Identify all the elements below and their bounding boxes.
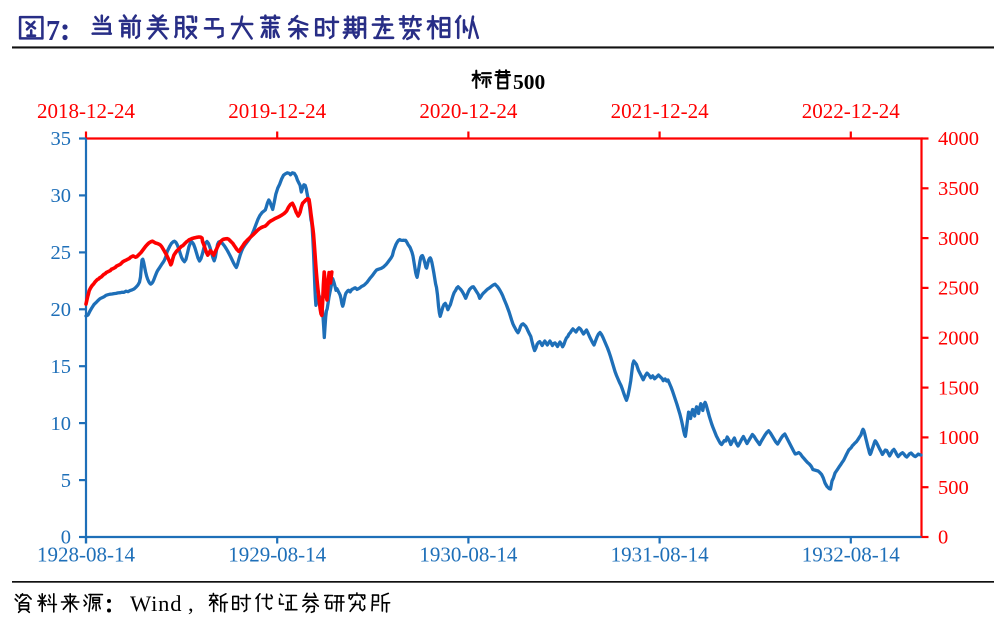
svg-text:,: , bbox=[188, 591, 194, 616]
svg-text:1929-08-14: 1929-08-14 bbox=[228, 543, 326, 567]
svg-text:500: 500 bbox=[938, 477, 969, 499]
svg-text:2020-12-24: 2020-12-24 bbox=[419, 99, 517, 123]
svg-text:1000: 1000 bbox=[938, 427, 979, 449]
svg-text:35: 35 bbox=[51, 128, 72, 150]
svg-text:1931-08-14: 1931-08-14 bbox=[611, 543, 709, 567]
svg-text:1500: 1500 bbox=[938, 377, 979, 399]
svg-text:10: 10 bbox=[51, 413, 72, 435]
svg-text:0: 0 bbox=[61, 527, 71, 549]
svg-text:2000: 2000 bbox=[938, 327, 979, 349]
svg-text:2500: 2500 bbox=[938, 278, 979, 300]
svg-text:4000: 4000 bbox=[938, 128, 979, 150]
svg-text:2019-12-24: 2019-12-24 bbox=[228, 99, 326, 123]
svg-text:1930-08-14: 1930-08-14 bbox=[419, 543, 517, 567]
svg-text:2021-12-24: 2021-12-24 bbox=[611, 99, 709, 123]
svg-text:500: 500 bbox=[513, 70, 545, 94]
svg-text:3500: 3500 bbox=[938, 178, 979, 200]
svg-text:0: 0 bbox=[938, 527, 948, 549]
svg-text:5: 5 bbox=[61, 470, 71, 492]
svg-text:7: 7 bbox=[46, 16, 60, 47]
svg-text:3000: 3000 bbox=[938, 228, 979, 250]
svg-text:Wind: Wind bbox=[130, 591, 182, 616]
svg-text:2018-12-24: 2018-12-24 bbox=[37, 99, 135, 123]
svg-text:25: 25 bbox=[51, 242, 72, 264]
svg-text:15: 15 bbox=[51, 356, 72, 378]
svg-text:1932-08-14: 1932-08-14 bbox=[802, 543, 900, 567]
svg-text:2022-12-24: 2022-12-24 bbox=[802, 99, 900, 123]
svg-text:30: 30 bbox=[51, 185, 72, 207]
svg-text:1928-08-14: 1928-08-14 bbox=[37, 543, 135, 567]
svg-text:20: 20 bbox=[51, 299, 72, 321]
